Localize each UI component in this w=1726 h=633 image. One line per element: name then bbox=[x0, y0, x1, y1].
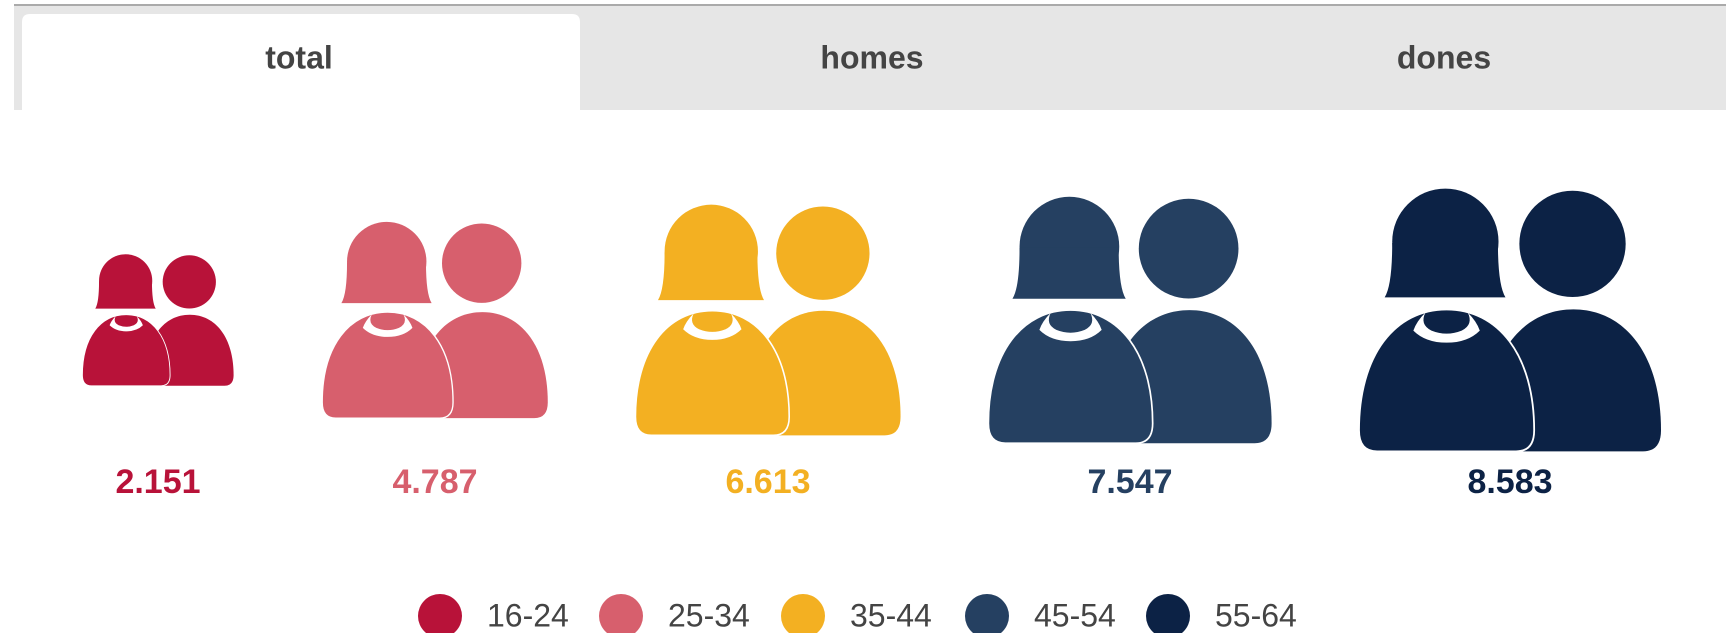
head bbox=[1138, 198, 1239, 299]
value-label: 7.547 bbox=[1087, 463, 1172, 501]
tab-label[interactable]: total bbox=[265, 39, 333, 75]
legend-label: 16-24 bbox=[487, 597, 569, 633]
legend-swatch bbox=[965, 594, 1009, 633]
hair bbox=[341, 262, 432, 304]
collar bbox=[362, 314, 413, 337]
head bbox=[776, 206, 870, 300]
legend-swatch bbox=[781, 594, 825, 633]
body bbox=[987, 309, 1154, 445]
legend-swatch bbox=[1146, 594, 1190, 633]
value-label: 4.787 bbox=[392, 463, 477, 501]
legend-label: 45-54 bbox=[1034, 597, 1116, 633]
body bbox=[321, 311, 454, 419]
tab-label[interactable]: homes bbox=[820, 39, 923, 75]
people-icon bbox=[634, 204, 901, 437]
body bbox=[634, 309, 791, 437]
people-icon bbox=[81, 254, 234, 387]
value-label: 2.151 bbox=[115, 463, 200, 501]
legend-label: 35-44 bbox=[850, 597, 932, 633]
head bbox=[1519, 190, 1626, 298]
hair bbox=[95, 281, 156, 309]
value-label: 8.583 bbox=[1467, 463, 1552, 501]
collar bbox=[1413, 312, 1480, 343]
collar bbox=[683, 313, 742, 340]
hair bbox=[1012, 247, 1126, 299]
people-icon bbox=[987, 196, 1272, 445]
active-tab[interactable] bbox=[22, 14, 580, 110]
legend-label: 25-34 bbox=[668, 597, 750, 633]
tab-label[interactable]: dones bbox=[1397, 39, 1491, 75]
head bbox=[441, 223, 522, 303]
hair bbox=[1384, 242, 1506, 298]
legend-swatch bbox=[418, 594, 462, 633]
value-label: 6.613 bbox=[725, 463, 810, 501]
body bbox=[1358, 308, 1536, 453]
collar bbox=[109, 316, 143, 332]
body bbox=[81, 314, 171, 387]
people-icon bbox=[321, 221, 548, 419]
legend-label: 55-64 bbox=[1215, 597, 1297, 633]
collar bbox=[1039, 312, 1102, 342]
head bbox=[162, 255, 216, 309]
hair bbox=[657, 252, 765, 301]
legend-swatch bbox=[599, 594, 643, 633]
people-icon bbox=[1358, 188, 1662, 453]
